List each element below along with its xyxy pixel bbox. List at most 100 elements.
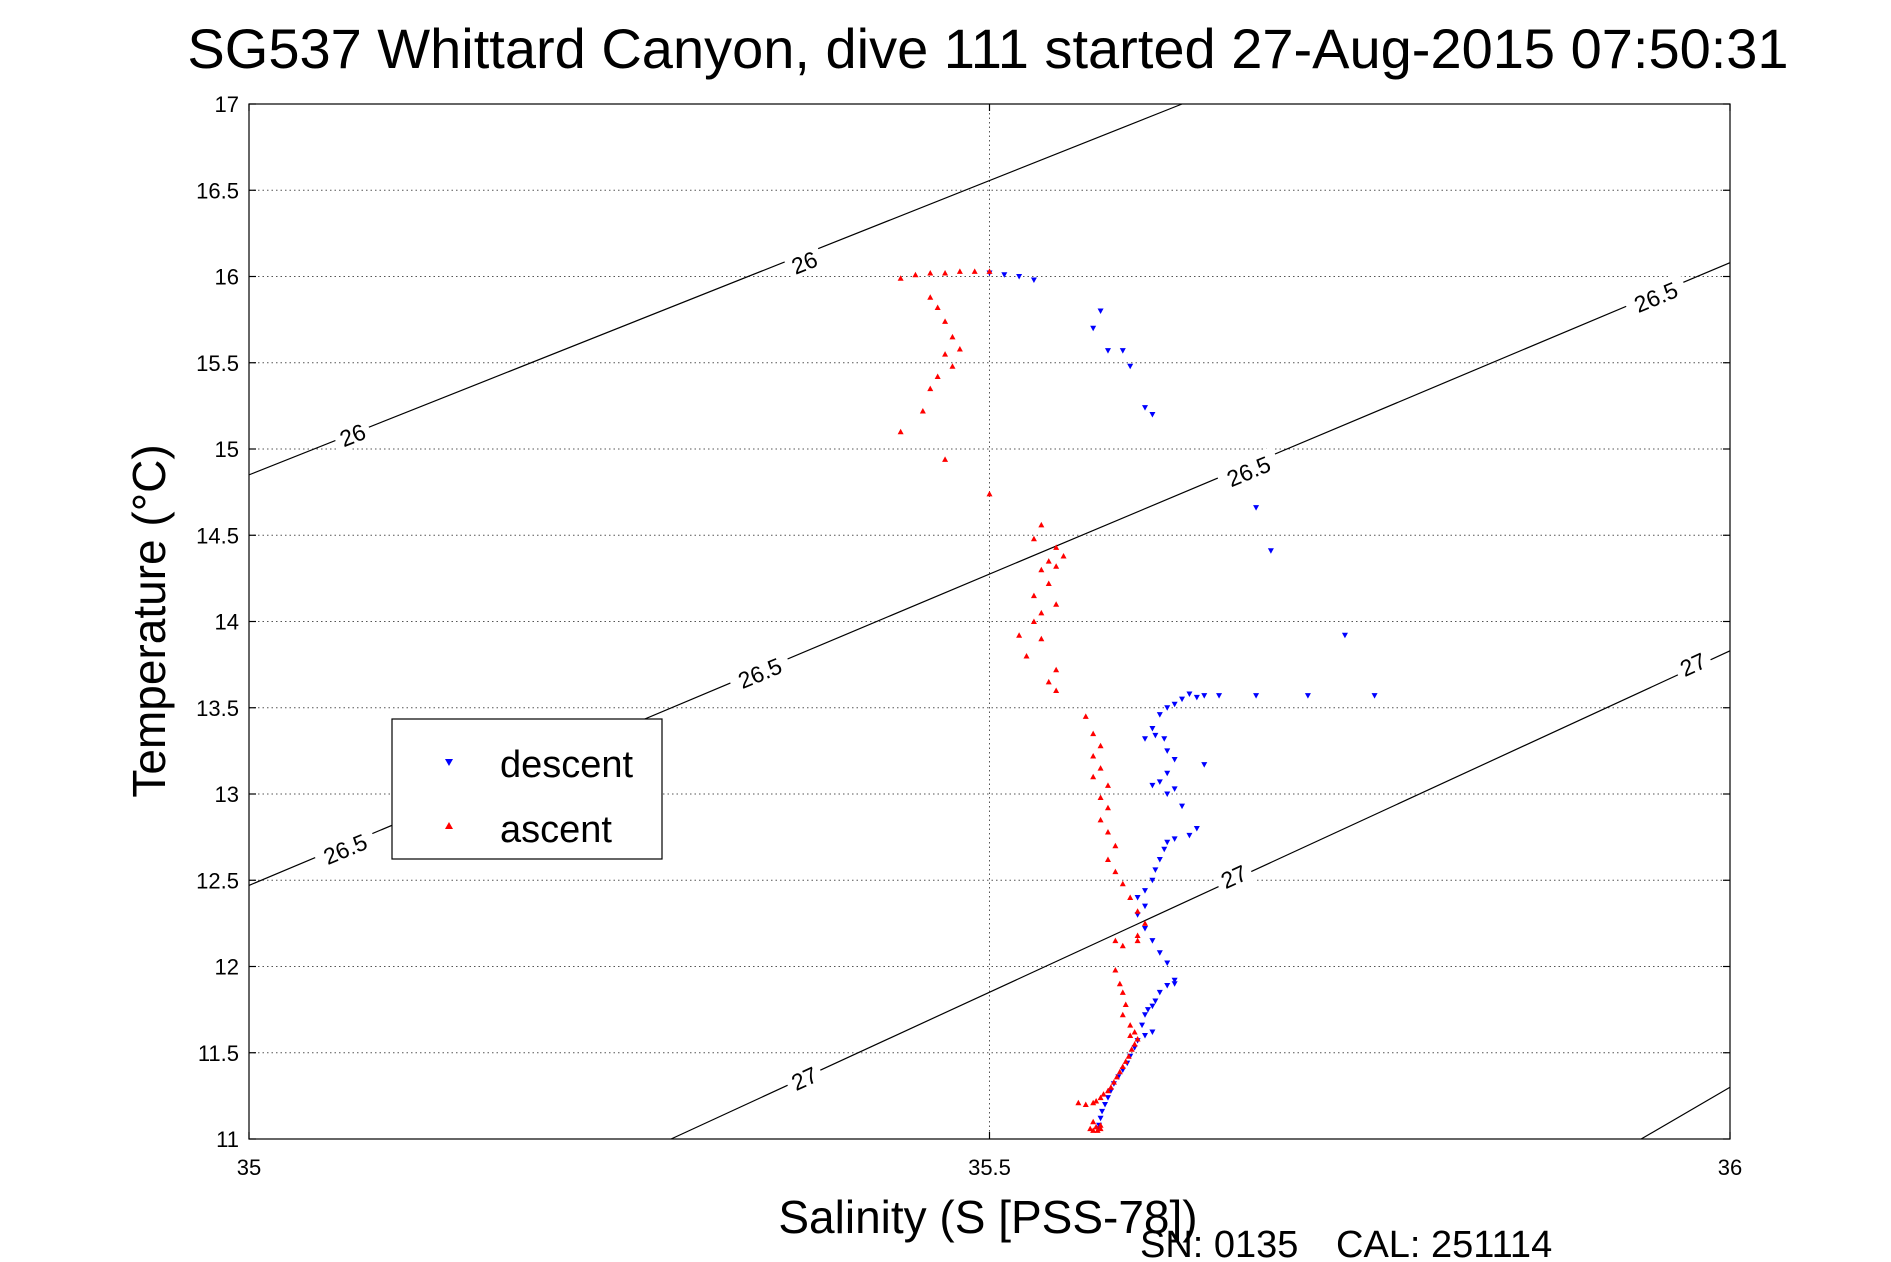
descent-point [1186,832,1193,839]
descent-point [1119,348,1126,354]
descent-point [1156,857,1163,863]
data-series [897,268,1378,1133]
ascent-point [1045,678,1052,685]
ascent-point [1087,1125,1094,1132]
descent-point [1164,982,1171,989]
isopycnal-label: 26.5 [1223,451,1274,492]
ascent-point [1127,1022,1134,1028]
y-tick-label: 12.5 [196,868,239,893]
ascent-point [1116,1068,1123,1075]
ascent-point [1112,868,1119,875]
ascent-point [1122,1001,1129,1007]
descent-point [1216,693,1223,699]
descent-point [1179,696,1186,703]
ascent-point [1053,687,1060,693]
descent-series [986,270,1378,1132]
ascent-point [942,318,949,324]
descent-point [1171,786,1178,792]
isopycnal-label-bg [1621,272,1690,321]
descent-point [1016,274,1023,280]
ascent-point [1090,773,1097,780]
y-tick-label: 17 [215,92,239,117]
descent-point [1152,867,1159,873]
ascent-point [927,270,934,276]
ascent-point [897,428,904,435]
descent-point [1171,836,1178,842]
x-axis-label: Salinity (S [PSS-78]) [778,1191,1197,1243]
descent-point [1201,693,1208,699]
ascent-point [1112,937,1119,944]
ascent-point [1030,535,1037,542]
descent-point [1193,694,1200,701]
ascent-point [1030,618,1037,624]
ascent-point [1038,521,1045,528]
descent-point [1156,779,1163,785]
y-tick-label: 13.5 [196,696,239,721]
descent-point [1164,748,1171,754]
ascent-point [1082,1101,1089,1107]
descent-point [1142,1012,1149,1018]
ascent-point [1119,1011,1126,1018]
descent-point [1102,1102,1109,1108]
y-tick-label: 14.5 [196,523,239,548]
ascent-point [956,268,963,274]
descent-point [1097,308,1104,314]
ascent-point [927,294,934,300]
ascent-point [934,304,941,311]
descent-point [1139,1022,1146,1029]
x-tick-label: 36 [1718,1155,1742,1180]
ascent-point [1082,713,1089,719]
ascent-point [1125,1053,1132,1059]
isopycnal-label-bg [1214,446,1282,495]
descent-point [1164,770,1171,777]
ascent-point [1104,828,1111,835]
ascent-point [1127,1032,1134,1038]
descent-point [1127,363,1134,370]
descent-point [1149,725,1156,732]
descent-point [1149,1003,1156,1010]
ascent-point [1104,804,1111,811]
y-tick-label: 12 [215,955,239,980]
y-tick-label: 11.5 [198,1041,239,1066]
descent-point [1156,712,1163,718]
isopycnal-label-bg [1670,644,1715,684]
ascent-point [1053,666,1060,673]
ascent-point [1023,653,1030,659]
isopycnal-line [248,103,1183,476]
ascent-point [912,271,919,278]
y-tick-label: 11 [216,1127,239,1152]
legend-ascent-marker [445,822,453,829]
descent-point [1161,846,1168,853]
descent-point [1341,632,1348,639]
ascent-point [1045,558,1052,564]
ascent-point [1131,1041,1138,1047]
descent-point [1179,803,1186,810]
descent-point [1142,405,1149,411]
ascent-point [1112,966,1119,973]
ascent-point [1090,753,1097,759]
ascent-point [1053,544,1060,550]
ascent-point [1075,1099,1082,1106]
isopycnal-line [1640,1086,1731,1140]
descent-point [1164,705,1171,711]
ascent-point [1030,592,1037,599]
footer-serial: SN: 0135 [1140,1224,1298,1262]
descent-point [1030,277,1037,283]
ascent-point [897,275,904,281]
y-tick-label: 14 [215,610,239,635]
descent-point [1171,757,1178,763]
y-tick-label: 16.5 [196,178,239,203]
ascent-point [1116,980,1123,987]
ascent-point [1104,782,1111,788]
ascent-point [1090,1127,1097,1133]
descent-point [1161,736,1168,742]
descent-point [1142,926,1149,932]
legend-descent-marker [445,759,453,766]
ascent-point [1134,1035,1141,1042]
axis-ticks: 11 11.5 12 12.5 13 13.5 14 14.5 15 15.5 16 16.5 17 35… [196,92,1742,1180]
ascent-point [1097,765,1104,771]
descent-point [1097,1115,1104,1122]
ascent-point [1093,1098,1100,1104]
ascent-point [986,268,993,274]
